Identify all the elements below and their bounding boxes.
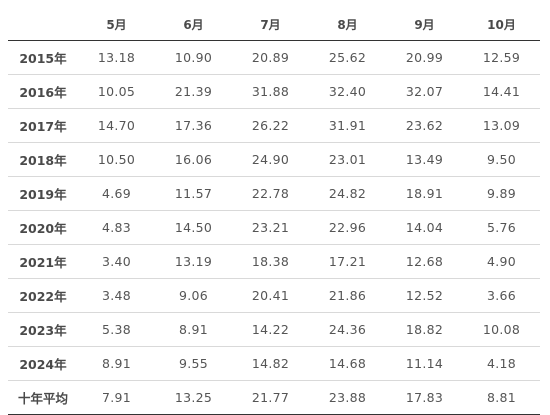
value-cell: 4.83	[78, 210, 155, 245]
row-label-cell: 2019年	[8, 176, 78, 211]
table-row: 2019年 4.69 11.57 22.78 24.82 18.91 9.89	[8, 176, 540, 211]
value-cell: 13.25	[155, 380, 232, 415]
value-cell: 22.78	[232, 176, 309, 211]
header-month-september: 9月	[386, 8, 463, 41]
value-cell: 14.82	[232, 346, 309, 381]
value-cell: 13.49	[386, 142, 463, 177]
value-cell: 13.18	[78, 40, 155, 75]
value-cell: 21.77	[232, 380, 309, 415]
table-row: 2020年 4.83 14.50 23.21 22.96 14.04 5.76	[8, 210, 540, 245]
table-row: 2024年 8.91 9.55 14.82 14.68 11.14 4.18	[8, 346, 540, 381]
value-cell: 16.06	[155, 142, 232, 177]
header-month-july: 7月	[232, 8, 309, 41]
value-cell: 9.55	[155, 346, 232, 381]
value-cell: 12.68	[386, 244, 463, 279]
row-label-cell: 2022年	[8, 278, 78, 313]
value-cell: 24.90	[232, 142, 309, 177]
table-row: 十年平均 7.91 13.25 21.77 23.88 17.83 8.81	[8, 380, 540, 415]
header-corner-cell	[8, 8, 78, 41]
value-cell: 12.59	[463, 40, 540, 75]
value-cell: 21.86	[309, 278, 386, 313]
value-cell: 4.90	[463, 244, 540, 279]
value-cell: 20.89	[232, 40, 309, 75]
value-cell: 9.50	[463, 142, 540, 177]
header-month-june: 6月	[155, 8, 232, 41]
value-cell: 23.88	[309, 380, 386, 415]
value-cell: 11.14	[386, 346, 463, 381]
value-cell: 4.18	[463, 346, 540, 381]
value-cell: 7.91	[78, 380, 155, 415]
row-label-cell: 2015年	[8, 40, 78, 75]
value-cell: 22.96	[309, 210, 386, 245]
row-label-cell: 2020年	[8, 210, 78, 245]
value-cell: 10.05	[78, 74, 155, 109]
value-cell: 5.38	[78, 312, 155, 347]
table-row: 2022年 3.48 9.06 20.41 21.86 12.52 3.66	[8, 278, 540, 313]
value-cell: 23.21	[232, 210, 309, 245]
value-cell: 8.91	[155, 312, 232, 347]
value-cell: 25.62	[309, 40, 386, 75]
table-row: 2017年 14.70 17.36 26.22 31.91 23.62 13.09	[8, 108, 540, 143]
value-cell: 17.21	[309, 244, 386, 279]
value-cell: 21.39	[155, 74, 232, 109]
table-row: 2023年 5.38 8.91 14.22 24.36 18.82 10.08	[8, 312, 540, 347]
header-month-october: 10月	[463, 8, 540, 41]
table-row: 2016年 10.05 21.39 31.88 32.40 32.07 14.41	[8, 74, 540, 109]
value-cell: 26.22	[232, 108, 309, 143]
value-cell: 8.81	[463, 380, 540, 415]
value-cell: 18.91	[386, 176, 463, 211]
value-cell: 3.40	[78, 244, 155, 279]
value-cell: 9.89	[463, 176, 540, 211]
value-cell: 17.36	[155, 108, 232, 143]
value-cell: 10.90	[155, 40, 232, 75]
row-label-cell: 2016年	[8, 74, 78, 109]
value-cell: 8.91	[78, 346, 155, 381]
table-header-row: 5月 6月 7月 8月 9月 10月	[8, 8, 540, 41]
value-cell: 17.83	[386, 380, 463, 415]
data-table-container: 5月 6月 7月 8月 9月 10月 2015年 13.18 10.90 20.89 2…	[8, 8, 540, 415]
value-cell: 24.36	[309, 312, 386, 347]
value-cell: 14.22	[232, 312, 309, 347]
row-label-cell: 2024年	[8, 346, 78, 381]
value-cell: 31.88	[232, 74, 309, 109]
value-cell: 5.76	[463, 210, 540, 245]
monthly-data-table: 5月 6月 7月 8月 9月 10月 2015年 13.18 10.90 20.89 2…	[8, 8, 540, 415]
row-label-cell: 十年平均	[8, 380, 78, 415]
value-cell: 12.52	[386, 278, 463, 313]
value-cell: 3.66	[463, 278, 540, 313]
value-cell: 9.06	[155, 278, 232, 313]
value-cell: 14.41	[463, 74, 540, 109]
table-row: 2021年 3.40 13.19 18.38 17.21 12.68 4.90	[8, 244, 540, 279]
table-row: 2018年 10.50 16.06 24.90 23.01 13.49 9.50	[8, 142, 540, 177]
value-cell: 32.07	[386, 74, 463, 109]
value-cell: 23.01	[309, 142, 386, 177]
value-cell: 20.41	[232, 278, 309, 313]
value-cell: 10.50	[78, 142, 155, 177]
row-label-cell: 2023年	[8, 312, 78, 347]
header-month-may: 5月	[78, 8, 155, 41]
value-cell: 4.69	[78, 176, 155, 211]
value-cell: 18.82	[386, 312, 463, 347]
row-label-cell: 2018年	[8, 142, 78, 177]
value-cell: 23.62	[386, 108, 463, 143]
value-cell: 14.70	[78, 108, 155, 143]
table-body: 2015年 13.18 10.90 20.89 25.62 20.99 12.59 2016年…	[8, 40, 540, 415]
value-cell: 32.40	[309, 74, 386, 109]
table-row: 2015年 13.18 10.90 20.89 25.62 20.99 12.59	[8, 40, 540, 75]
value-cell: 14.04	[386, 210, 463, 245]
value-cell: 14.68	[309, 346, 386, 381]
value-cell: 13.09	[463, 108, 540, 143]
value-cell: 13.19	[155, 244, 232, 279]
header-month-august: 8月	[309, 8, 386, 41]
value-cell: 3.48	[78, 278, 155, 313]
row-label-cell: 2021年	[8, 244, 78, 279]
value-cell: 11.57	[155, 176, 232, 211]
row-label-cell: 2017年	[8, 108, 78, 143]
value-cell: 18.38	[232, 244, 309, 279]
value-cell: 10.08	[463, 312, 540, 347]
value-cell: 24.82	[309, 176, 386, 211]
value-cell: 31.91	[309, 108, 386, 143]
value-cell: 20.99	[386, 40, 463, 75]
value-cell: 14.50	[155, 210, 232, 245]
